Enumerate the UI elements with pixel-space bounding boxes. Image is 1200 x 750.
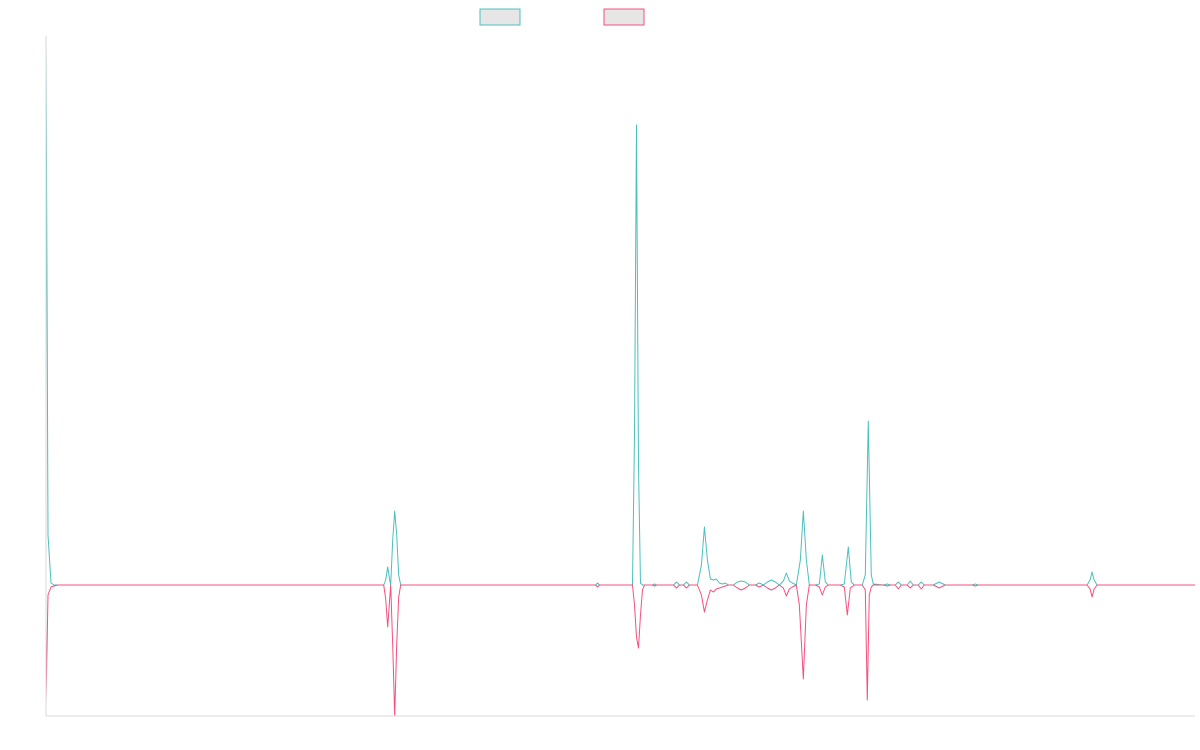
axes — [45, 36, 1195, 717]
legend-swatch-1[interactable] — [479, 8, 521, 26]
series-line-1 — [45, 35, 1195, 586]
series-line-2 — [45, 584, 1195, 717]
series-group — [45, 35, 1195, 717]
legend — [479, 8, 645, 26]
legend-swatch-2[interactable] — [603, 8, 645, 26]
